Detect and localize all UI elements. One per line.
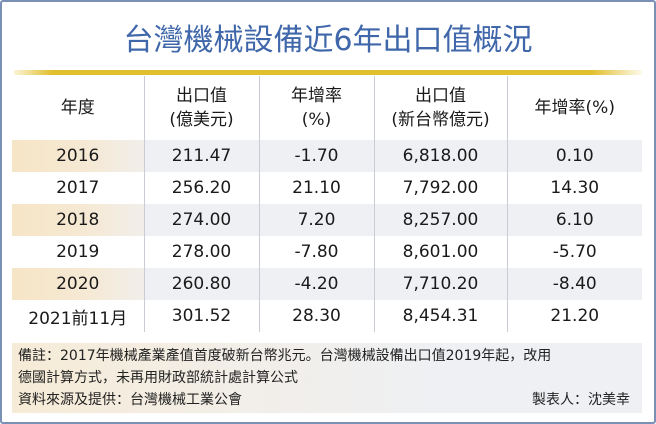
cell-export-twd: 8,454.31 xyxy=(373,300,507,332)
header-unit: (億美元) xyxy=(169,110,234,130)
table-row: 2021前11月 301.52 28.30 8,454.31 21.20 xyxy=(12,300,642,332)
cell-growth-usd: -4.20 xyxy=(258,268,374,300)
table-row: 2020 260.80 -4.20 7,710.20 -8.40 xyxy=(12,268,642,300)
cell-growth-usd: 21.10 xyxy=(258,172,374,204)
cell-growth-twd: -8.40 xyxy=(506,268,642,300)
cell-growth-usd: 28.30 xyxy=(258,300,374,332)
export-table: 年度 出口值 (億美元) 年增率 (%) 出口值 (新台幣億元) 年增率(%) 201… xyxy=(12,76,642,332)
cell-export-usd: 278.00 xyxy=(143,236,259,268)
cell-year: 2019 xyxy=(56,242,100,262)
cell-export-usd: 256.20 xyxy=(143,172,259,204)
cell-growth-twd: -5.70 xyxy=(506,236,642,268)
table-row: 2019 278.00 -7.80 8,601.00 -5.70 xyxy=(12,236,642,268)
header-year: 年度 xyxy=(12,76,144,140)
table-header-row: 年度 出口值 (億美元) 年增率 (%) 出口值 (新台幣億元) 年增率(%) xyxy=(12,76,642,140)
header-growth-usd: 年增率 (%) xyxy=(258,76,374,140)
cell-year: 2020 xyxy=(12,268,144,300)
header-export-usd: 出口值 (億美元) xyxy=(143,76,259,140)
cell-growth-twd: 14.30 xyxy=(506,172,642,204)
cell-export-usd: 301.52 xyxy=(143,300,259,332)
footnote-remark: 備註：2017年機械產業產值首度破新台幣兆元。台灣機械設備出口值2019年起，改… xyxy=(18,348,552,364)
cell-growth-twd: 21.20 xyxy=(506,300,642,332)
footnote-box: 備註：2017年機械產業產值首度破新台幣兆元。台灣機械設備出口值2019年起，改… xyxy=(12,343,642,413)
header-unit: (新台幣億元) xyxy=(391,110,490,130)
cell-growth-usd: 7.20 xyxy=(258,204,374,236)
cell-export-twd: 8,257.00 xyxy=(373,204,507,236)
page-title: 台灣機械設備近6年出口值概況 xyxy=(123,23,533,58)
cell-export-twd: 7,792.00 xyxy=(373,172,507,204)
table-row: 2017 256.20 21.10 7,792.00 14.30 xyxy=(12,172,642,204)
table-row: 2018 274.00 7.20 8,257.00 6.10 xyxy=(12,204,642,236)
header-export-twd: 出口值 (新台幣億元) xyxy=(373,76,507,140)
cell-growth-usd: -7.80 xyxy=(258,236,374,268)
cell-export-twd: 7,710.20 xyxy=(373,268,507,300)
cell-export-usd: 211.47 xyxy=(143,140,259,172)
header-label: 年增率(%) xyxy=(534,98,615,118)
header-label: 出口值 xyxy=(176,86,227,106)
header-unit: (%) xyxy=(301,110,332,130)
table-row: 2016 211.47 -1.70 6,818.00 0.10 xyxy=(12,140,642,172)
footnote-author: 製表人：沈美幸 xyxy=(532,392,630,408)
gold-divider xyxy=(14,70,642,75)
cell-year: 2016 xyxy=(12,140,144,172)
header-growth-twd: 年增率(%) xyxy=(506,76,642,140)
cell-export-usd: 260.80 xyxy=(143,268,259,300)
header-label: 年度 xyxy=(60,98,95,118)
cell-year: 2021前11月 xyxy=(28,308,128,329)
cell-year: 2017 xyxy=(56,178,100,198)
cell-year: 2018 xyxy=(12,204,144,236)
cell-growth-twd: 6.10 xyxy=(506,204,642,236)
cell-export-usd: 274.00 xyxy=(143,204,259,236)
footnote-source: 資料來源及提供：台灣機械工業公會 xyxy=(18,392,242,408)
cell-export-twd: 8,601.00 xyxy=(373,236,507,268)
header-label: 年增率 xyxy=(291,86,342,106)
cell-export-twd: 6,818.00 xyxy=(373,140,507,172)
cell-growth-twd: 0.10 xyxy=(506,140,642,172)
footnote-remark-cont: 德國計算方式，未再用財政部統計處計算公式 xyxy=(18,370,298,386)
header-label: 出口值 xyxy=(415,86,466,106)
cell-growth-usd: -1.70 xyxy=(258,140,374,172)
